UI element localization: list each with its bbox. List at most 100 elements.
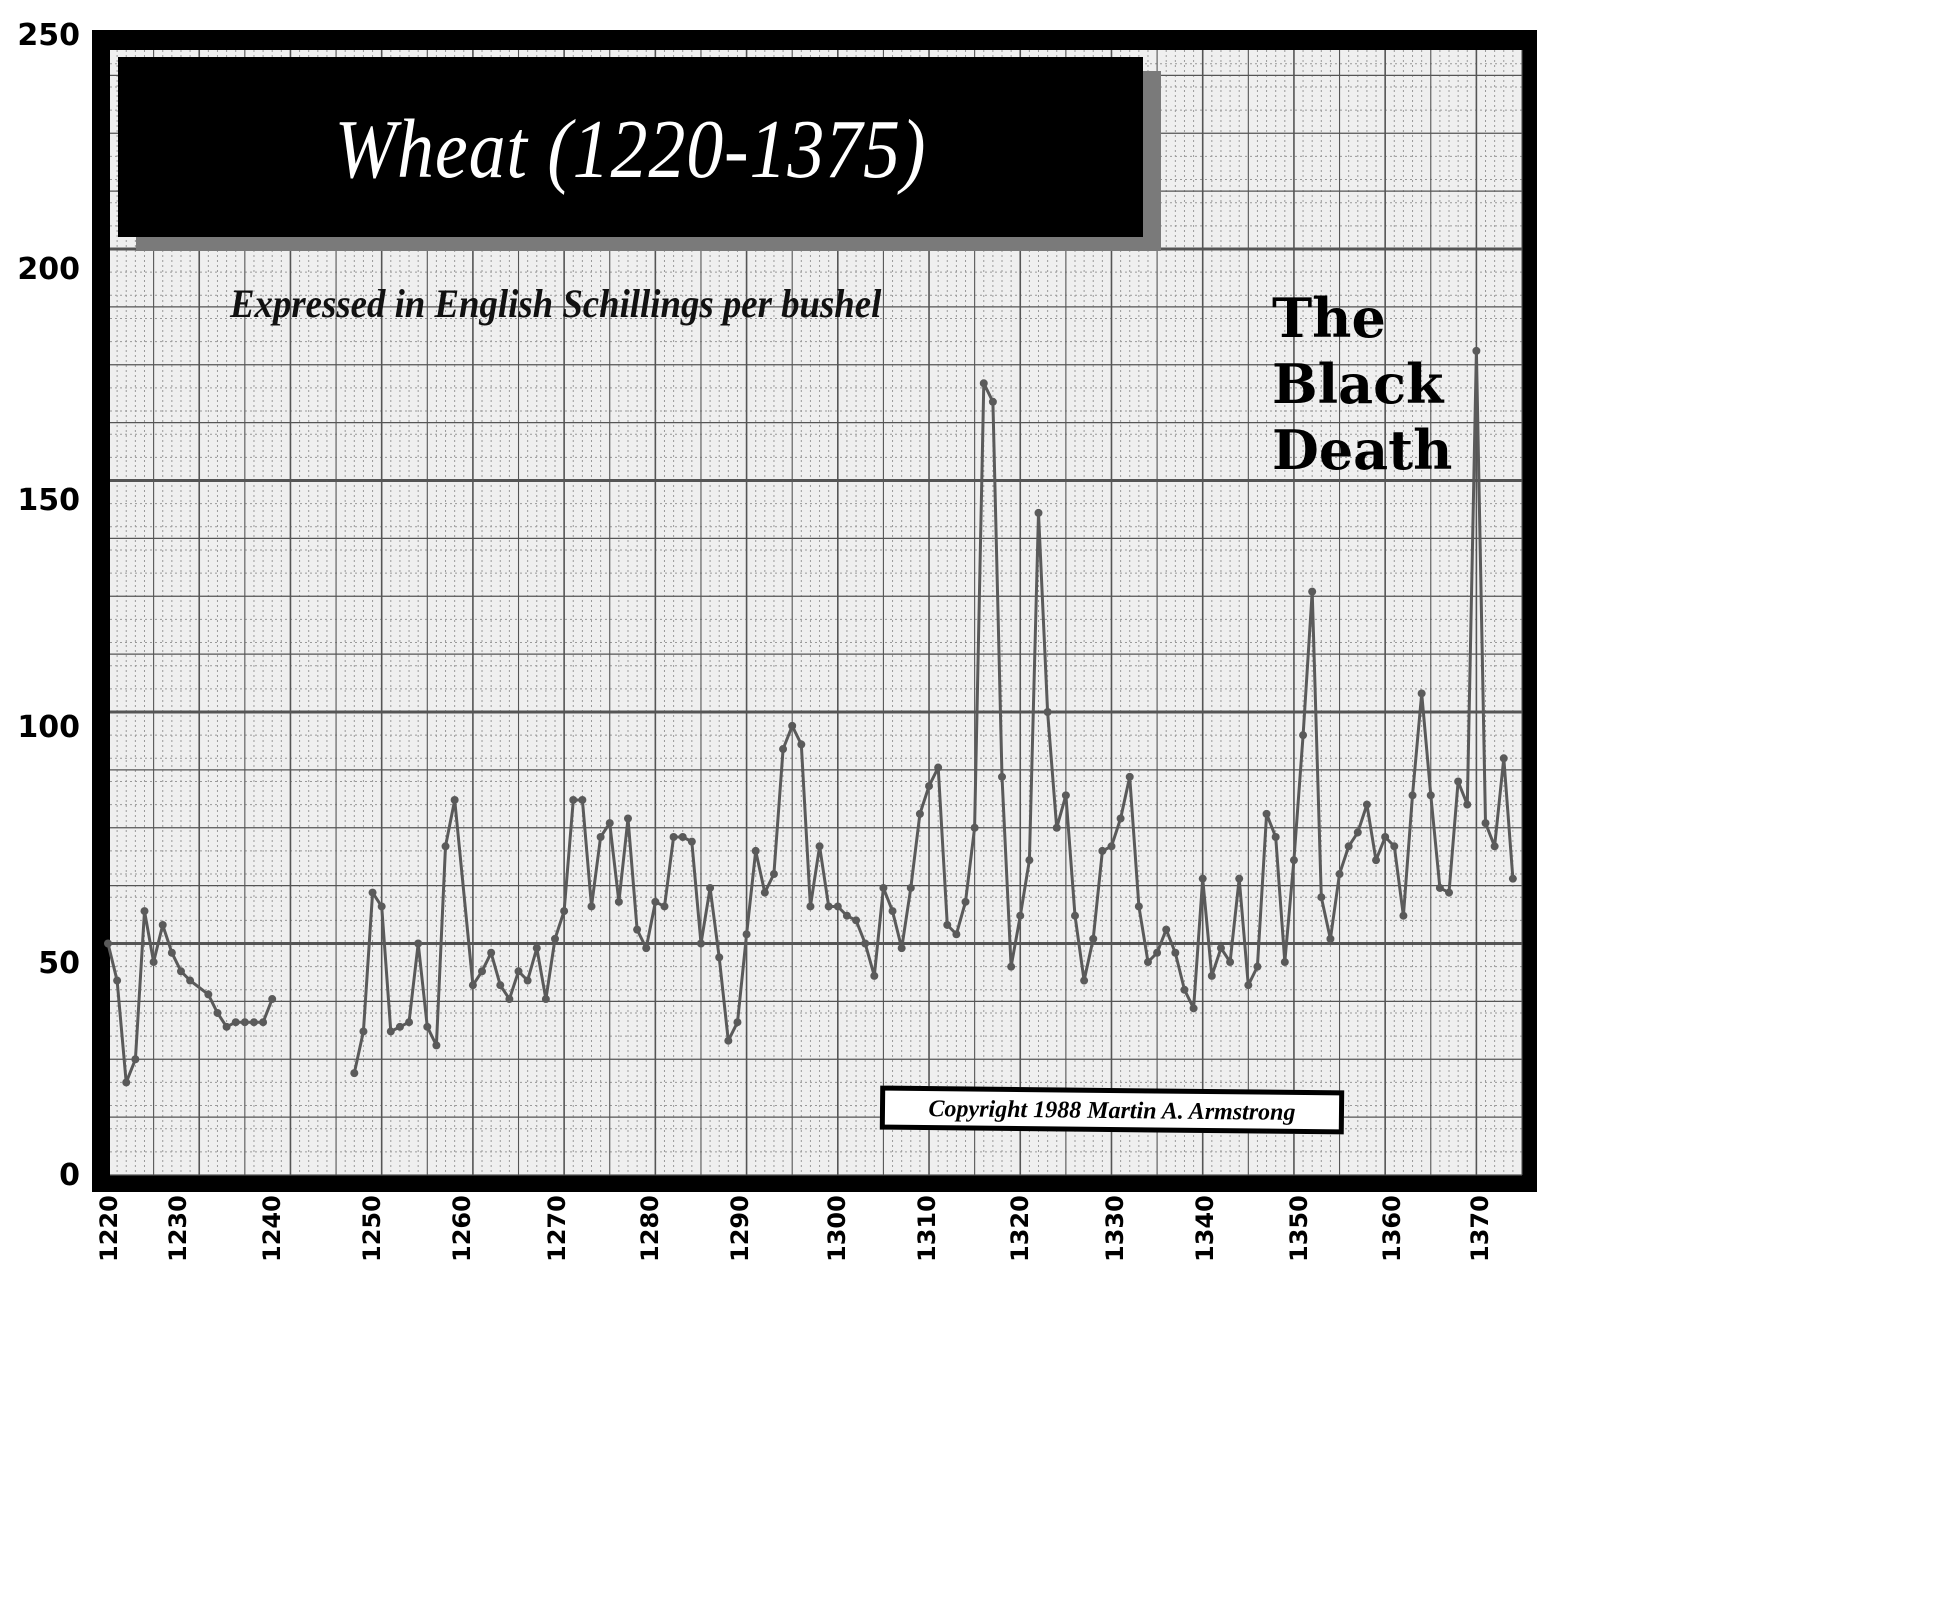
data-point [578, 795, 587, 804]
data-point [131, 1055, 140, 1064]
data-point [541, 995, 550, 1004]
data-point [1262, 809, 1271, 818]
data-point [432, 1041, 441, 1050]
data-point [231, 1018, 240, 1027]
data-point [669, 833, 678, 842]
data-point [614, 897, 623, 906]
data-point [1280, 958, 1289, 967]
data-point [724, 1036, 733, 1045]
data-point [386, 1027, 395, 1036]
data-point [176, 967, 185, 976]
x-tick-1270: 1270 [543, 1195, 571, 1262]
data-point [998, 772, 1007, 781]
black-death-annotation: The Black Death [1272, 285, 1452, 483]
data-point [715, 953, 724, 962]
data-point [1180, 985, 1189, 994]
data-point [1390, 842, 1399, 851]
data-point [1107, 842, 1116, 851]
data-point [824, 902, 833, 911]
data-point [660, 902, 669, 911]
data-point [988, 397, 997, 406]
data-point [943, 920, 952, 929]
data-point [1216, 944, 1225, 953]
x-tick-1350: 1350 [1285, 1195, 1313, 1262]
data-point [551, 934, 560, 943]
data-point [906, 883, 915, 892]
data-point [1070, 911, 1079, 920]
data-point [879, 883, 888, 892]
data-point [861, 939, 870, 948]
data-point [1043, 708, 1052, 716]
data-point [1125, 772, 1134, 781]
data-point [514, 967, 523, 976]
data-point [605, 819, 614, 828]
data-point [1417, 689, 1426, 698]
x-tick-1260: 1260 [448, 1195, 476, 1262]
data-point [167, 948, 176, 957]
data-point [222, 1022, 231, 1031]
data-point [1408, 791, 1417, 800]
data-point [368, 888, 377, 897]
data-point [651, 897, 660, 906]
data-point [1207, 971, 1216, 980]
data-point [797, 740, 806, 749]
data-point [1445, 888, 1454, 897]
data-point [760, 888, 769, 897]
data-point [158, 920, 167, 929]
x-tick-1220: 1220 [95, 1195, 123, 1262]
data-point [587, 902, 596, 911]
data-point [1381, 833, 1390, 842]
annotation-line: Black [1272, 352, 1444, 416]
data-point [1016, 911, 1025, 920]
data-point [1454, 777, 1463, 786]
data-point [505, 995, 514, 1004]
data-point [122, 1078, 131, 1087]
data-point [1034, 508, 1043, 517]
data-point [779, 745, 788, 754]
data-point [934, 763, 943, 772]
data-point [1299, 731, 1308, 740]
data-point [1289, 856, 1298, 865]
data-point [478, 967, 487, 976]
data-point [1481, 819, 1490, 828]
data-point [742, 930, 751, 939]
y-tick-200: 200 [17, 252, 80, 287]
data-point [888, 907, 897, 916]
data-point [769, 870, 778, 879]
data-point [925, 782, 934, 791]
data-point [1235, 874, 1244, 883]
data-point [1490, 842, 1499, 851]
data-point [423, 1022, 432, 1031]
data-point [733, 1018, 742, 1027]
data-point [1472, 346, 1481, 355]
data-point [450, 795, 459, 804]
copyright-text: Copyright 1988 Martin A. Armstrong [928, 1096, 1296, 1126]
data-point [1098, 846, 1107, 855]
data-point [496, 981, 505, 990]
data-point [961, 897, 970, 906]
data-point [696, 939, 705, 948]
data-point [751, 846, 760, 855]
y-tick-100: 100 [17, 710, 80, 745]
data-point [560, 907, 569, 916]
data-point [806, 902, 815, 911]
data-point [1271, 833, 1280, 842]
data-point [414, 939, 423, 948]
data-point [970, 823, 979, 832]
x-tick-1320: 1320 [1006, 1195, 1034, 1262]
data-point [104, 939, 112, 948]
plot-area [110, 50, 1522, 1175]
data-point [1308, 587, 1317, 596]
data-point [1335, 870, 1344, 879]
data-point [1253, 962, 1262, 971]
data-point [377, 902, 386, 911]
data-point [623, 814, 632, 823]
data-point [186, 976, 195, 985]
data-point [1025, 856, 1034, 865]
data-point [213, 1008, 222, 1017]
y-tick-0: 0 [59, 1158, 80, 1193]
data-point [1116, 814, 1125, 823]
data-point [523, 976, 532, 985]
data-point [1162, 925, 1171, 934]
